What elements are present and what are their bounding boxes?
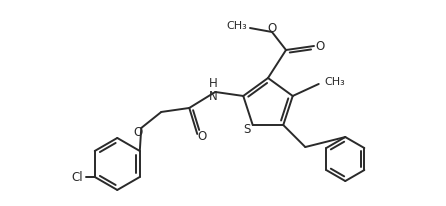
Text: O: O [134, 126, 143, 139]
Text: H: H [209, 77, 218, 90]
Text: O: O [315, 40, 325, 53]
Text: CH₃: CH₃ [325, 77, 346, 87]
Text: methyl: methyl [234, 25, 239, 27]
Text: CH₃: CH₃ [226, 21, 247, 31]
Text: O: O [198, 130, 207, 143]
Text: Cl: Cl [71, 171, 83, 184]
Text: S: S [243, 122, 250, 135]
Text: O: O [267, 21, 277, 34]
Text: N: N [209, 90, 218, 102]
Text: methyl_placeholder: methyl_placeholder [248, 24, 262, 25]
